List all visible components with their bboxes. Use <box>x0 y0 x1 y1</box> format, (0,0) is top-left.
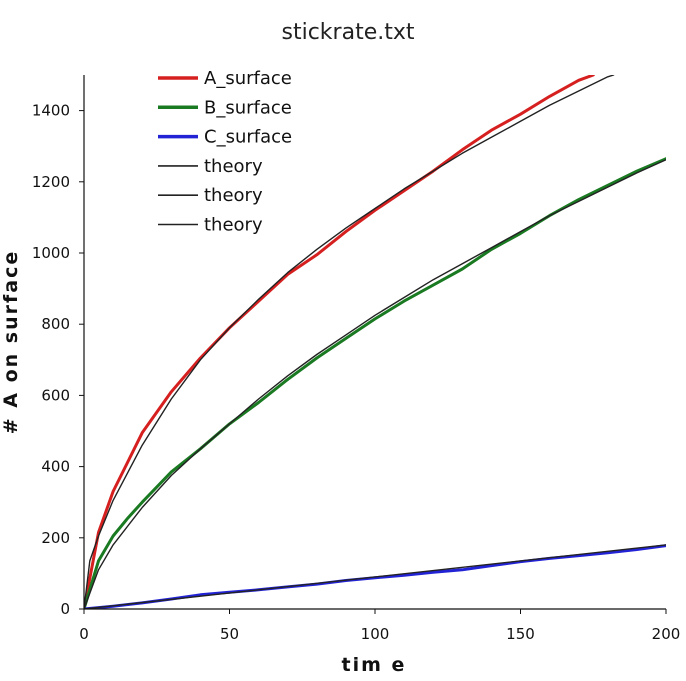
legend-label: theory <box>204 215 263 236</box>
legend-label: A_surface <box>204 68 292 89</box>
series-line-c-surface-2 <box>84 544 666 609</box>
series-line-a-surface-0 <box>84 75 595 609</box>
series-line-theory-4 <box>84 158 666 609</box>
x-tick-label: 50 <box>220 625 239 643</box>
y-tick-label: 0 <box>60 600 70 618</box>
series-line-b-surface-1 <box>84 157 666 609</box>
x-tick-label: 0 <box>79 625 89 643</box>
chart-title: stickrate.txt <box>282 20 415 45</box>
y-tick-label: 600 <box>41 386 70 404</box>
y-axis-label: # A on surface <box>0 250 22 435</box>
plot-area <box>84 75 666 609</box>
y-tick-label: 1000 <box>32 244 70 262</box>
x-tick-label: 100 <box>361 625 390 643</box>
legend-label: theory <box>204 185 263 206</box>
x-axis-label: tim e <box>342 654 407 676</box>
x-tick-label: 150 <box>506 625 535 643</box>
series-line-theory-5 <box>84 544 666 609</box>
series-line-theory-3 <box>84 75 615 609</box>
legend-label: B_surface <box>204 97 292 118</box>
x-tick-label: 200 <box>652 625 681 643</box>
y-tick-label: 200 <box>41 529 70 547</box>
y-ticks: 0 200 400 600 800 1000 1200 1400 <box>32 102 84 618</box>
axes <box>83 75 666 610</box>
y-tick-label: 1400 <box>32 102 70 120</box>
y-tick-label: 800 <box>41 315 70 333</box>
legend-label: C_surface <box>204 127 292 148</box>
y-tick-label: 400 <box>41 458 70 476</box>
x-ticks: 0 50 100 150 200 <box>79 609 680 643</box>
y-tick-label: 1200 <box>32 173 70 191</box>
legend-label: theory <box>204 156 263 177</box>
